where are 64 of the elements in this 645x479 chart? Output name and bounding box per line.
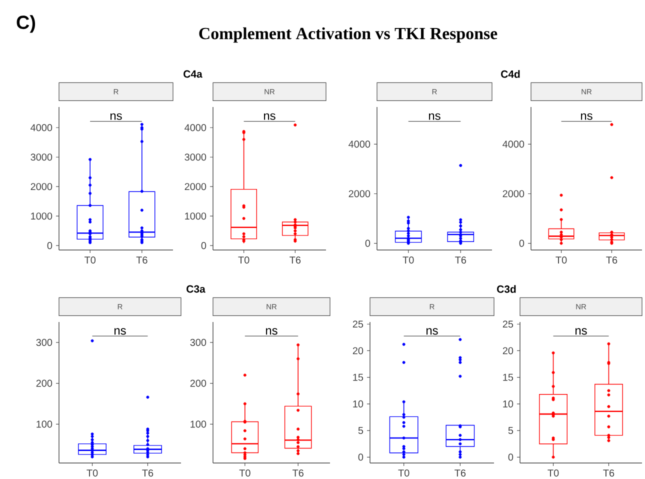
x-tick-label: T0: [556, 256, 567, 264]
text: C3a: [186, 285, 206, 293]
x-tick-label: T0: [84, 256, 96, 264]
x-tick-label: T6: [455, 256, 466, 264]
y-tick-label: 4000: [30, 124, 52, 132]
x-tick-label: T6: [606, 256, 618, 264]
y-tick-label: 200: [190, 380, 206, 387]
y-tick-label: 0: [47, 242, 52, 250]
y-tick-label: 4000: [184, 124, 206, 132]
annotation: ns: [264, 113, 276, 120]
y-tick-label: 0: [365, 240, 370, 247]
text: C4a: [184, 70, 202, 78]
x-tick-label: T6: [292, 470, 304, 477]
y-tick-label: 5: [508, 427, 514, 434]
y-tick-label: 20: [352, 347, 364, 354]
y-tick-label: 2000: [30, 183, 52, 190]
x-tick-label: T6: [454, 470, 466, 477]
x-tick-label: T0: [548, 470, 559, 477]
y-tick-label: 25: [352, 320, 364, 328]
annotation: ns: [428, 113, 440, 120]
text: C4d: [501, 70, 520, 78]
y-tick-label: 4000: [348, 140, 370, 148]
y-tick-label: 2000: [348, 190, 370, 198]
y-tick-label: 3000: [30, 154, 52, 161]
x-tick-label: T6: [142, 470, 154, 477]
annotation: ns: [266, 328, 278, 335]
x-tick-label: T0: [239, 470, 250, 477]
y-tick-label: 3000: [184, 154, 206, 161]
y-tick-label: 0: [358, 454, 364, 461]
y-tick-label: 0: [201, 242, 206, 250]
annotation: ns: [426, 328, 438, 335]
x-tick-label: T0: [86, 470, 98, 477]
y-tick-label: 10: [353, 400, 364, 408]
y-tick-label: 25: [502, 320, 514, 328]
y-tick-label: 0: [508, 454, 514, 461]
y-tick-label: 300: [36, 338, 52, 346]
text: C): [16, 15, 36, 33]
annotation: ns: [114, 328, 126, 335]
annotation: ns: [575, 328, 587, 335]
x-tick-label: T6: [136, 256, 148, 264]
y-tick-label: 5: [358, 427, 364, 434]
y-tick-label: 10: [503, 400, 514, 408]
y-tick-label: 1000: [31, 212, 52, 220]
y-tick-label: 1000: [185, 212, 206, 220]
x-tick-label: T0: [402, 256, 414, 264]
y-tick-label: 300: [190, 338, 206, 346]
y-tick-label: 100: [190, 420, 206, 428]
text: C3d: [497, 285, 516, 293]
x-tick-label: T0: [238, 256, 250, 264]
annotation: ns: [110, 113, 122, 120]
annotation: ns: [580, 113, 592, 120]
x-tick-label: T6: [290, 256, 301, 264]
text: Complement Activation vs TKI Response: [199, 27, 498, 43]
y-tick-label: 15: [353, 374, 364, 381]
x-tick-label: T6: [603, 470, 614, 477]
y-tick-label: 20: [502, 347, 514, 354]
y-tick-label: 15: [503, 374, 514, 381]
y-tick-label: 0: [519, 240, 524, 247]
y-tick-label: 200: [36, 380, 52, 387]
y-tick-label: 2000: [502, 190, 524, 198]
y-tick-label: 2000: [184, 183, 206, 190]
x-tick-label: T0: [398, 470, 410, 477]
y-tick-label: 4000: [502, 140, 524, 148]
y-tick-label: 100: [36, 420, 52, 428]
